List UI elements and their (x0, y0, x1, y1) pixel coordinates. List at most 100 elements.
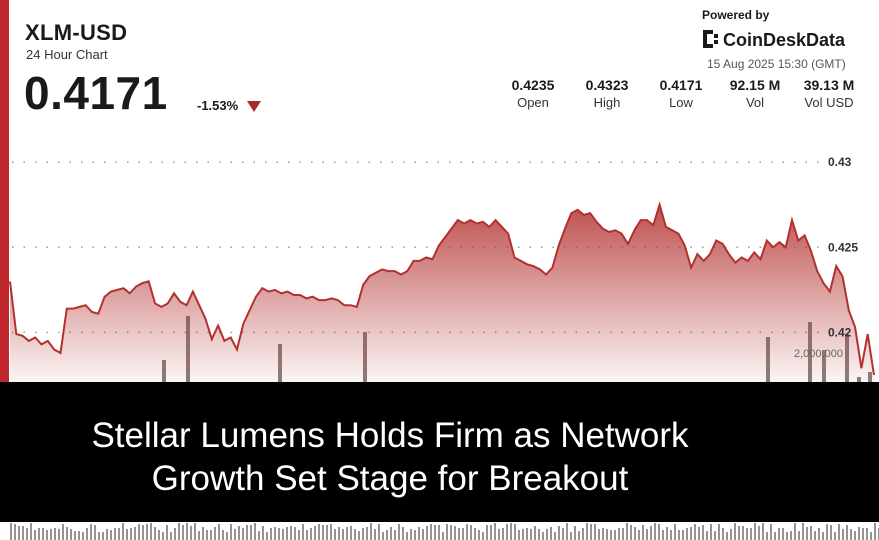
volume-bar (162, 532, 164, 540)
volume-bar (706, 531, 708, 540)
volume-bar (226, 532, 228, 540)
accent-bar (0, 0, 9, 382)
volume-bar (634, 527, 636, 540)
volume-bar (782, 528, 784, 540)
volume-bar (554, 532, 556, 540)
volume-bar (210, 530, 212, 540)
volume-bar (874, 523, 876, 540)
stat-label: Vol (745, 95, 765, 110)
volume-bar (714, 531, 716, 540)
volume-bar (406, 532, 408, 540)
volume-bar (514, 524, 516, 540)
volume-bar (578, 531, 580, 540)
volume-bar (430, 524, 432, 540)
volume-bar (262, 526, 264, 540)
volume-bar (798, 531, 800, 540)
volume-bar (338, 527, 340, 540)
coindesk-logo-icon (703, 30, 718, 48)
volume-bar (318, 524, 320, 540)
volume-bar (462, 528, 464, 540)
volume-bar (478, 530, 480, 540)
volume-bar (58, 529, 60, 540)
volume-bar (622, 528, 624, 540)
volume-bar (122, 523, 124, 540)
volume-bar (538, 529, 540, 540)
volume-bar (214, 527, 216, 540)
volume-bar (486, 525, 488, 540)
volume-bar (750, 528, 752, 540)
volume-bar (414, 530, 416, 540)
volume-bar (690, 527, 692, 540)
volume-bar (698, 527, 700, 540)
volume-bar (794, 523, 796, 540)
chart-datetime: 15 Aug 2025 15:30 (GMT) (707, 57, 846, 71)
volume-bar (642, 525, 644, 540)
volume-bar (562, 528, 564, 540)
volume-bar (246, 525, 248, 540)
volume-tick-label: 2,000,000 (794, 348, 843, 360)
headline-overlay (0, 382, 879, 522)
volume-bar (118, 528, 120, 540)
volume-bar (154, 527, 156, 540)
volume-bar (186, 523, 188, 540)
volume-bar (394, 530, 396, 540)
volume-bar (490, 525, 492, 540)
volume-bar (242, 528, 244, 540)
volume-bar (838, 524, 840, 540)
down-triangle-icon (247, 101, 261, 112)
volume-bar (458, 528, 460, 540)
volume-bar (670, 530, 672, 540)
volume-bar (574, 526, 576, 540)
volume-bar (286, 527, 288, 540)
headline: Stellar Lumens Holds Firm as Network Gro… (0, 414, 780, 500)
volume-bar (826, 524, 828, 540)
volume-bar (810, 526, 812, 540)
stat-value: 92.15 M (729, 77, 781, 93)
volume-bar (150, 523, 152, 540)
volume-bar (662, 530, 664, 540)
volume-bar (382, 532, 384, 540)
volume-bar (454, 526, 456, 540)
volume-bar (542, 532, 544, 540)
volume-bar (522, 529, 524, 540)
chart-subtitle: 24 Hour Chart (26, 47, 108, 62)
volume-bar (790, 531, 792, 540)
headline-line-1: Stellar Lumens Holds Firm as Network (91, 416, 689, 455)
volume-bar (850, 529, 852, 540)
volume-bar (106, 529, 108, 540)
volume-bar (298, 530, 300, 540)
volume-bar (834, 532, 836, 540)
volume-bar (442, 532, 444, 540)
volume-bar (266, 532, 268, 540)
volume-bar (646, 529, 648, 540)
volume-bar (22, 526, 24, 540)
volume-bar (774, 532, 776, 540)
volume-bar (130, 528, 132, 540)
volume-bar (822, 532, 824, 540)
volume-bar (290, 526, 292, 540)
volume-bar (846, 525, 848, 540)
volume-bar (270, 528, 272, 540)
stat-open: 0.4235 Open (498, 77, 568, 110)
volume-bar (666, 527, 668, 540)
volume-bar (294, 527, 296, 540)
volume-bar (626, 523, 628, 540)
volume-bar (526, 528, 528, 540)
volume-bar (354, 529, 356, 540)
volume-bar (590, 524, 592, 540)
volume-bar (342, 529, 344, 540)
volume-bar (754, 523, 756, 540)
volume-bar (558, 526, 560, 540)
volume-bar (166, 525, 168, 540)
stat-value: 39.13 M (803, 77, 855, 93)
volume-bar (446, 524, 448, 540)
volume-bar (546, 529, 548, 540)
volume-bar (366, 527, 368, 540)
volume-bar (194, 523, 196, 540)
volume-bar (482, 532, 484, 540)
volume-bar (386, 530, 388, 540)
volume-bar (302, 524, 304, 540)
volume-bar (518, 530, 520, 540)
volume-bar (758, 526, 760, 540)
volume-bar (494, 523, 496, 540)
